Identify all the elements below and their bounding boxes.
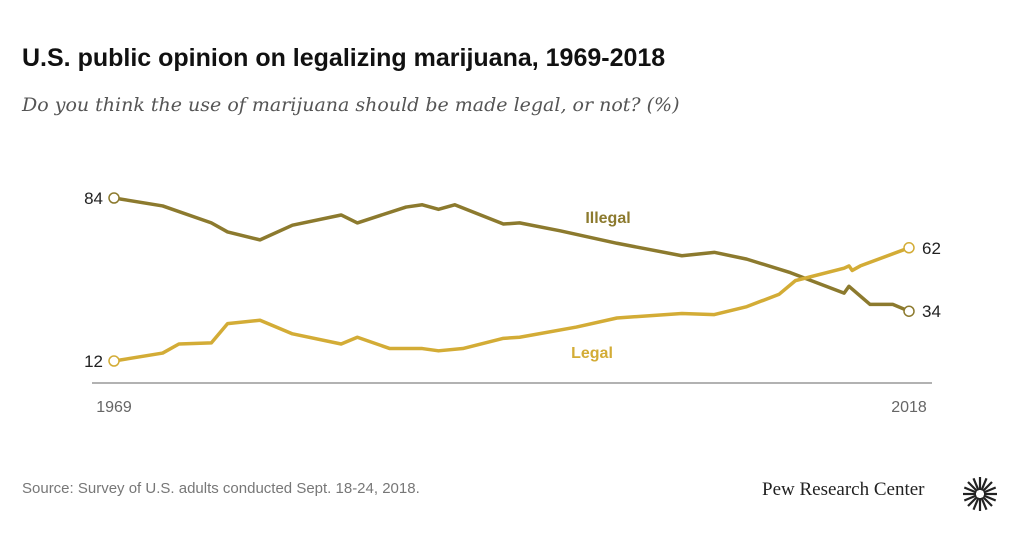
end-data-label: 34	[922, 302, 941, 321]
end-marker	[903, 305, 915, 317]
start-marker	[108, 355, 120, 367]
start-marker	[108, 192, 120, 204]
series-line-illegal	[113, 196, 910, 313]
pew-logo-icon	[963, 477, 997, 511]
series-label: Illegal	[585, 210, 630, 227]
start-data-label: 12	[84, 352, 103, 371]
chart-title: U.S. public opinion on legalizing mariju…	[22, 44, 666, 72]
end-marker	[903, 242, 915, 254]
start-data-label: 84	[84, 189, 103, 208]
end-data-label: 62	[922, 239, 941, 258]
x-tick-label: 2018	[891, 399, 927, 416]
chart-subtitle: Do you think the use of marijuana should…	[22, 94, 680, 116]
line-chart: 1969 2018 84 34 Illegal 12 62 Legal	[84, 189, 941, 416]
x-tick-label: 1969	[96, 399, 132, 416]
brand-name: Pew Research Center	[762, 479, 925, 500]
series-line-legal	[113, 246, 910, 363]
series-label: Legal	[571, 345, 613, 362]
source-note: Source: Survey of U.S. adults conducted …	[22, 480, 420, 497]
